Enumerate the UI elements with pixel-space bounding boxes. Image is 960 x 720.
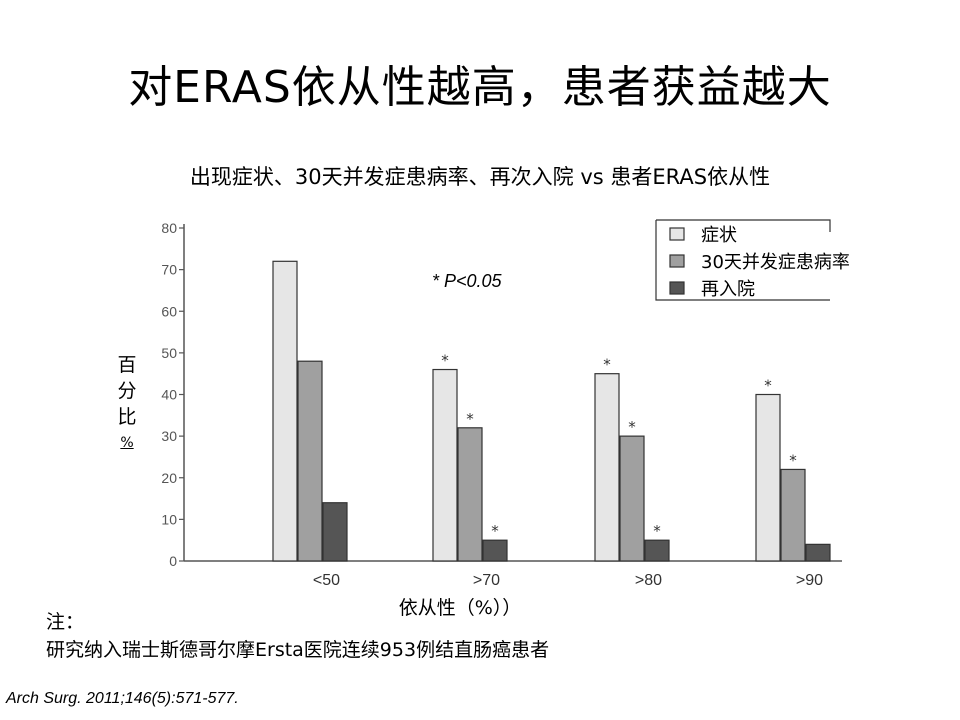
y-tick-label: 80 [161, 220, 177, 236]
significance-marker: * [653, 522, 661, 540]
bar [432, 368, 458, 562]
significance-marker: * [466, 410, 474, 428]
y-tick-label: 50 [161, 345, 177, 361]
x-tick-label: >70 [473, 572, 500, 589]
y-axis-label-unit: % [120, 435, 134, 451]
legend-label: 30天并发症患病率 [701, 252, 850, 273]
y-tick-label: 10 [161, 511, 177, 527]
significance-annotation: * P<0.05 [432, 271, 503, 291]
bar [619, 435, 645, 562]
chart-title: 出现症状、30天并发症患病率、再次入院 vs 患者ERAS依从性 [189, 165, 771, 189]
x-tick-label: >90 [796, 572, 823, 589]
x-tick-label: >80 [635, 572, 662, 589]
significance-marker: * [628, 418, 636, 436]
legend-frame [655, 219, 831, 301]
y-axis-label-char: 比 [117, 406, 137, 428]
y-axis-label-char: 分 [117, 380, 137, 402]
bar [272, 260, 298, 562]
significance-marker: * [789, 451, 797, 469]
legend-swatch [669, 227, 685, 241]
bar [322, 502, 348, 562]
significance-marker: * [764, 377, 772, 395]
y-tick-label: 0 [169, 553, 177, 569]
citation: Arch Surg. 2011;146(5):571-577. [6, 690, 239, 707]
bar [805, 543, 831, 562]
significance-marker: * [441, 352, 449, 370]
bar [482, 539, 508, 562]
y-tick-label: 30 [161, 428, 177, 444]
legend-label: 再入院 [701, 279, 755, 300]
y-axis-label-char: 百 [117, 354, 137, 376]
y-axis-label: 百 分 比 % [112, 352, 142, 456]
footnote-label: 注： [46, 611, 85, 633]
y-tick-label: 60 [161, 303, 177, 319]
y-tick-label: 40 [161, 387, 177, 403]
bar [594, 373, 620, 562]
bar [644, 539, 670, 562]
chart-bars: <50 * * * >70 * * * >80 * * >90 [272, 260, 831, 589]
footnote: 注： 研究纳入瑞士斯德哥尔摩Ersta医院连续953例结直肠癌患者 [46, 608, 549, 664]
significance-marker: * [603, 356, 611, 374]
y-tick-label: 20 [161, 470, 177, 486]
bar [755, 393, 781, 562]
x-tick-label: <50 [313, 572, 340, 589]
bar [457, 427, 483, 562]
slide-title: 对ERAS依从性越高，患者获益越大 [128, 62, 832, 113]
bar [780, 468, 806, 562]
bar [297, 360, 323, 562]
y-tick-label: 70 [161, 262, 177, 278]
footnote-text: 研究纳入瑞士斯德哥尔摩Ersta医院连续953例结直肠癌患者 [46, 639, 550, 661]
legend-swatch [669, 281, 685, 295]
legend-swatch [669, 254, 685, 268]
x-axis-label: 依从性（%）） [398, 597, 522, 619]
significance-marker: * [491, 522, 499, 540]
legend-label: 症状 [701, 225, 737, 246]
